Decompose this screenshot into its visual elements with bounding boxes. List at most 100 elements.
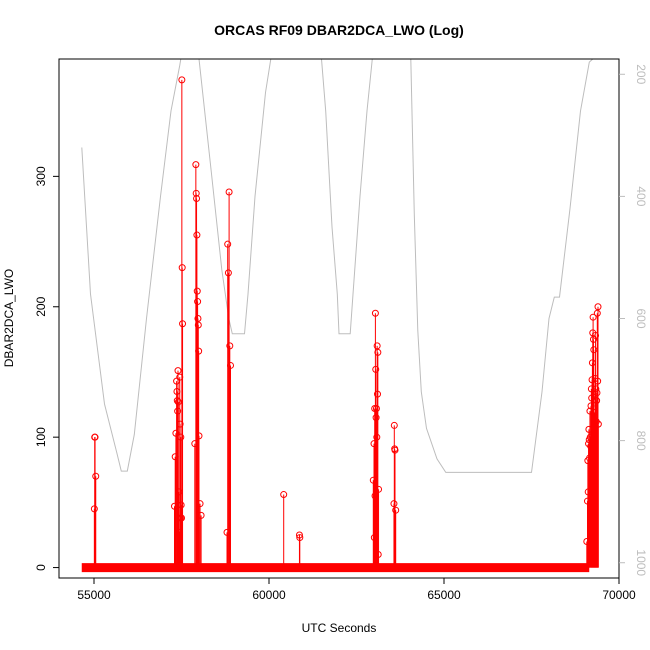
data-point bbox=[171, 453, 179, 461]
data-point bbox=[191, 440, 199, 448]
x-tick-label: 60000 bbox=[252, 588, 286, 602]
data-point bbox=[192, 189, 200, 197]
y-axis: 0 100 200 300 bbox=[34, 166, 59, 571]
data-point bbox=[586, 454, 594, 462]
data-point bbox=[592, 385, 600, 393]
data-point bbox=[374, 348, 382, 356]
data-point bbox=[227, 361, 234, 369]
data-point bbox=[390, 500, 398, 508]
data-point bbox=[585, 425, 593, 433]
data-point bbox=[194, 315, 202, 322]
altitude-series bbox=[81, 58, 594, 473]
y2-tick-label: 800 bbox=[634, 431, 648, 451]
y-tick-label: 300 bbox=[34, 166, 48, 186]
y2-axis: 200 400 600 800 1000 bbox=[619, 64, 648, 576]
data-point bbox=[586, 433, 594, 441]
data-point bbox=[372, 414, 380, 422]
data-point bbox=[295, 531, 303, 539]
data-point bbox=[174, 398, 182, 406]
x-axis-label: UTC Seconds bbox=[302, 621, 377, 635]
data-point bbox=[225, 188, 233, 196]
data-point bbox=[370, 534, 378, 542]
x-tick-label: 65000 bbox=[427, 588, 461, 602]
data-point bbox=[589, 335, 597, 343]
data-point bbox=[194, 298, 202, 306]
data-point bbox=[587, 442, 595, 450]
y2-tick-label: 1000 bbox=[634, 549, 648, 576]
data-point bbox=[588, 359, 596, 367]
data-point bbox=[176, 420, 184, 428]
data-point bbox=[176, 373, 184, 381]
y2-tick-label: 400 bbox=[634, 186, 648, 206]
x-tick-label: 55000 bbox=[77, 588, 111, 602]
x-tick-label: 70000 bbox=[602, 588, 636, 602]
data-point bbox=[592, 331, 600, 339]
data-point bbox=[193, 287, 201, 295]
data-point bbox=[174, 367, 182, 375]
data-point bbox=[374, 551, 382, 559]
y-tick-label: 100 bbox=[34, 427, 48, 447]
data-point bbox=[92, 472, 100, 480]
data-point bbox=[177, 433, 185, 441]
data-point bbox=[390, 421, 398, 429]
data-point bbox=[90, 505, 98, 513]
data-point bbox=[91, 433, 99, 441]
data-point bbox=[174, 407, 182, 415]
y-tick-label: 0 bbox=[34, 564, 48, 571]
data-point bbox=[194, 321, 202, 329]
data-point bbox=[586, 407, 594, 415]
data-point bbox=[178, 514, 185, 522]
data-point bbox=[226, 342, 234, 350]
data-point bbox=[195, 432, 203, 440]
data-point bbox=[197, 511, 205, 519]
data-point bbox=[369, 476, 377, 484]
data-point bbox=[175, 488, 183, 496]
data-point bbox=[196, 500, 204, 508]
data-point bbox=[371, 492, 379, 500]
data-point bbox=[372, 404, 380, 412]
data-point bbox=[370, 440, 378, 448]
x-axis: 55000 60000 65000 70000 bbox=[77, 578, 636, 602]
data-point bbox=[594, 377, 602, 385]
y-axis-label: DBAR2DCA_LWO bbox=[2, 269, 16, 367]
data-point bbox=[175, 531, 183, 539]
y2-tick-label: 200 bbox=[634, 64, 648, 84]
data-point bbox=[583, 537, 591, 545]
data-point bbox=[173, 388, 181, 396]
data-point bbox=[593, 389, 601, 397]
data-point bbox=[195, 347, 203, 355]
data-point bbox=[591, 408, 598, 416]
data-point bbox=[280, 491, 288, 499]
data-point bbox=[587, 385, 595, 393]
data-point bbox=[373, 433, 381, 441]
data-point bbox=[296, 534, 304, 542]
data-point bbox=[584, 488, 592, 496]
data-point bbox=[193, 195, 201, 203]
data-point bbox=[224, 269, 232, 277]
data-point bbox=[590, 346, 598, 354]
data-point bbox=[584, 497, 591, 505]
data-point bbox=[178, 76, 186, 84]
data-point bbox=[372, 365, 380, 373]
data-point bbox=[375, 485, 383, 493]
data-point bbox=[374, 390, 381, 398]
data-point bbox=[371, 309, 379, 317]
y2-tick-label: 600 bbox=[634, 308, 648, 328]
chart-title: ORCAS RF09 DBAR2DCA_LWO (Log) bbox=[214, 22, 464, 38]
data-point bbox=[192, 161, 200, 169]
data-point bbox=[223, 528, 231, 536]
data-point bbox=[594, 303, 602, 311]
data-point bbox=[589, 313, 597, 321]
altitude-line bbox=[81, 58, 594, 473]
data-point bbox=[224, 240, 232, 248]
data-point bbox=[177, 501, 185, 509]
data-point bbox=[591, 433, 599, 441]
data-point bbox=[193, 231, 201, 239]
data-point bbox=[392, 506, 400, 514]
data-point bbox=[172, 429, 180, 437]
data-point bbox=[593, 397, 601, 405]
data-point bbox=[173, 397, 181, 405]
y-tick-label: 200 bbox=[34, 296, 48, 316]
data-point bbox=[175, 528, 183, 536]
